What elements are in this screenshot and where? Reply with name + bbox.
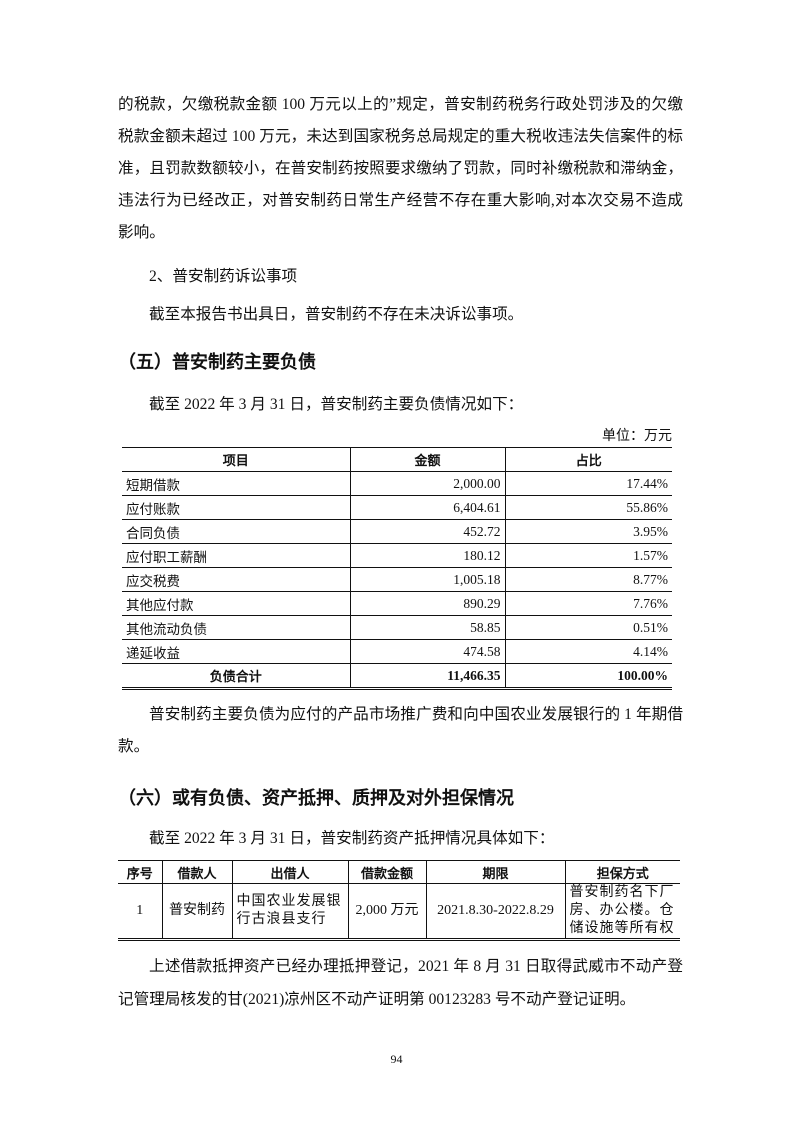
cell-ratio: 1.57% — [504, 543, 672, 568]
cell-amount: 1,005.18 — [349, 567, 506, 592]
header-seq: 序号 — [118, 860, 163, 884]
cell-loan-amount: 2,000 万元 — [347, 883, 427, 940]
table-row: 1 普安制药 中国农业发展银行古浪县支行 2,000 万元 2021.8.30-… — [118, 883, 680, 940]
paragraph-mortgage-intro: 截至 2022 年 3 月 31 日，普安制药资产抵押情况具体如下： — [149, 830, 555, 847]
cell-item: 其他应付款 — [122, 591, 351, 616]
cell-lender: 中国农业发展银行古浪县支行 — [231, 883, 349, 940]
cell-ratio: 17.44% — [504, 471, 672, 496]
cell-item: 应付账款 — [122, 495, 351, 520]
table-header-row: 序号 借款人 出借人 借款金额 期限 担保方式 — [118, 860, 680, 884]
table-total-row: 负债合计 11,466.35 100.00% — [122, 663, 672, 689]
header-guarantee: 担保方式 — [564, 860, 680, 884]
table-header-row: 项目 金额 占比 — [122, 447, 672, 472]
cell-ratio: 4.14% — [504, 639, 672, 664]
table-row: 合同负债 452.72 3.95% — [122, 519, 672, 544]
header-amount: 金额 — [349, 447, 506, 472]
header-lender: 出借人 — [231, 860, 349, 884]
cell-borrower: 普安制药 — [161, 883, 233, 940]
header-borrower: 借款人 — [161, 860, 233, 884]
cell-amount: 180.12 — [349, 543, 506, 568]
paragraph-litigation: 截至本报告书出具日，普安制药不存在未决诉讼事项。 — [149, 306, 524, 323]
cell-term: 2021.8.30-2022.8.29 — [425, 883, 566, 940]
cell-guarantee: 普安制药名下厂房、办公楼。仓储设施等所有权 — [564, 883, 680, 940]
section-heading-liabilities: （五）普安制药主要负债 — [118, 352, 316, 373]
cell-amount: 6,404.61 — [349, 495, 506, 520]
paragraph-tax-penalty: 的税款，欠缴税款金额 100 万元以上的”规定，普安制药税务行政处罚涉及的欠缴税… — [118, 96, 683, 241]
subheading-litigation: 2、普安制药诉讼事项 — [149, 268, 298, 285]
header-loan-amount: 借款金额 — [347, 860, 427, 884]
page-content: 的税款，欠缴税款金额 100 万元以上的”规定，普安制药税务行政处罚涉及的欠缴税… — [118, 89, 683, 1016]
cell-seq: 1 — [118, 883, 163, 940]
cell-item: 应交税费 — [122, 567, 351, 592]
header-item: 项目 — [122, 447, 351, 472]
cell-ratio: 8.77% — [504, 567, 672, 592]
cell-amount: 452.72 — [349, 519, 506, 544]
cell-ratio: 0.51% — [504, 615, 672, 640]
paragraph-mortgage-registration: 上述借款抵押资产已经办理抵押登记，2021 年 8 月 31 日取得武威市不动产… — [118, 958, 683, 1008]
mortgage-table: 序号 借款人 出借人 借款金额 期限 担保方式 1 普安制药 中国农业发展银行古… — [118, 860, 680, 941]
cell-amount: 474.58 — [349, 639, 506, 664]
paragraph-liabilities-intro: 截至 2022 年 3 月 31 日，普安制药主要负债情况如下： — [149, 396, 524, 413]
table-row: 短期借款 2,000.00 17.44% — [122, 471, 672, 496]
table-row: 递延收益 474.58 4.14% — [122, 639, 672, 664]
cell-amount: 58.85 — [349, 615, 506, 640]
cell-ratio: 55.86% — [504, 495, 672, 520]
cell-ratio: 7.76% — [504, 591, 672, 616]
cell-item: 递延收益 — [122, 639, 351, 664]
header-ratio: 占比 — [504, 447, 672, 472]
total-ratio: 100.00% — [504, 663, 672, 689]
cell-amount: 890.29 — [349, 591, 506, 616]
table-row: 应付职工薪酬 180.12 1.57% — [122, 543, 672, 568]
cell-item: 短期借款 — [122, 471, 351, 496]
liabilities-table: 项目 金额 占比 短期借款 2,000.00 17.44% 应付账款 6,404.61 5… — [122, 447, 672, 690]
paragraph-liabilities-summary: 普安制药主要负债为应付的产品市场推广费和向中国农业发展银行的 1 年期借款。 — [118, 706, 683, 755]
total-label: 负债合计 — [122, 663, 351, 689]
cell-item: 应付职工薪酬 — [122, 543, 351, 568]
header-term: 期限 — [425, 860, 566, 884]
table-row: 应交税费 1,005.18 8.77% — [122, 567, 672, 592]
cell-item: 其他流动负债 — [122, 615, 351, 640]
total-amount: 11,466.35 — [349, 663, 506, 689]
section-heading-contingent: （六）或有负债、资产抵押、质押及对外担保情况 — [118, 788, 514, 809]
page-number: 94 — [390, 1052, 403, 1066]
table-row: 应付账款 6,404.61 55.86% — [122, 495, 672, 520]
cell-item: 合同负债 — [122, 519, 351, 544]
table-row: 其他流动负债 58.85 0.51% — [122, 615, 672, 640]
cell-ratio: 3.95% — [504, 519, 672, 544]
cell-amount: 2,000.00 — [349, 471, 506, 496]
unit-label: 单位：万元 — [602, 429, 672, 444]
table-row: 其他应付款 890.29 7.76% — [122, 591, 672, 616]
